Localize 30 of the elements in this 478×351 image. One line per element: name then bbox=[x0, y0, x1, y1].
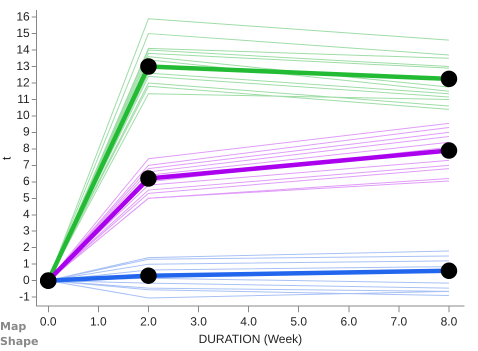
y-tick-label: 0 bbox=[23, 272, 30, 287]
x-tick-label: 0.0 bbox=[40, 314, 57, 329]
y-tick-label: 11 bbox=[17, 92, 30, 106]
x-tick-label: 5.0 bbox=[290, 314, 308, 329]
text: Map Shape bbox=[0, 319, 39, 349]
y-tick-label: 15 bbox=[16, 26, 30, 40]
x-tick-label: 1.0 bbox=[90, 314, 108, 329]
y-tick-label: 12 bbox=[16, 75, 30, 90]
y-tick-label: 10 bbox=[16, 108, 30, 122]
y-tick-label: 16 bbox=[16, 9, 30, 24]
y-tick-label: 8 bbox=[23, 141, 30, 156]
x-tick-label: 7.0 bbox=[390, 314, 408, 329]
y-tick-label: 2 bbox=[23, 240, 30, 254]
y-tick-label: 7 bbox=[23, 158, 30, 172]
y-axis-title: t bbox=[0, 156, 14, 160]
x-tick-label: 2.0 bbox=[140, 314, 158, 329]
y-tick-label: 6 bbox=[23, 174, 30, 188]
y-tick-label: 13 bbox=[16, 58, 30, 73]
x-tick-label: 3.0 bbox=[190, 314, 208, 329]
y-tick-label: 5 bbox=[23, 190, 30, 205]
y-tick-label: 3 bbox=[23, 224, 30, 238]
x-tick-label: 4.0 bbox=[240, 314, 258, 329]
y-tick-label: -1 bbox=[19, 289, 30, 304]
y-tick-label: 14 bbox=[16, 42, 30, 56]
x-axis-title: DURATION (Week) bbox=[198, 332, 302, 346]
y-tick-label: 4 bbox=[23, 207, 30, 222]
y-tick-label: 1 bbox=[23, 256, 30, 271]
x-tick-label: 6.0 bbox=[340, 314, 358, 329]
y-tick-label: 9 bbox=[23, 124, 30, 139]
x-tick-label: 8.0 bbox=[440, 314, 458, 329]
